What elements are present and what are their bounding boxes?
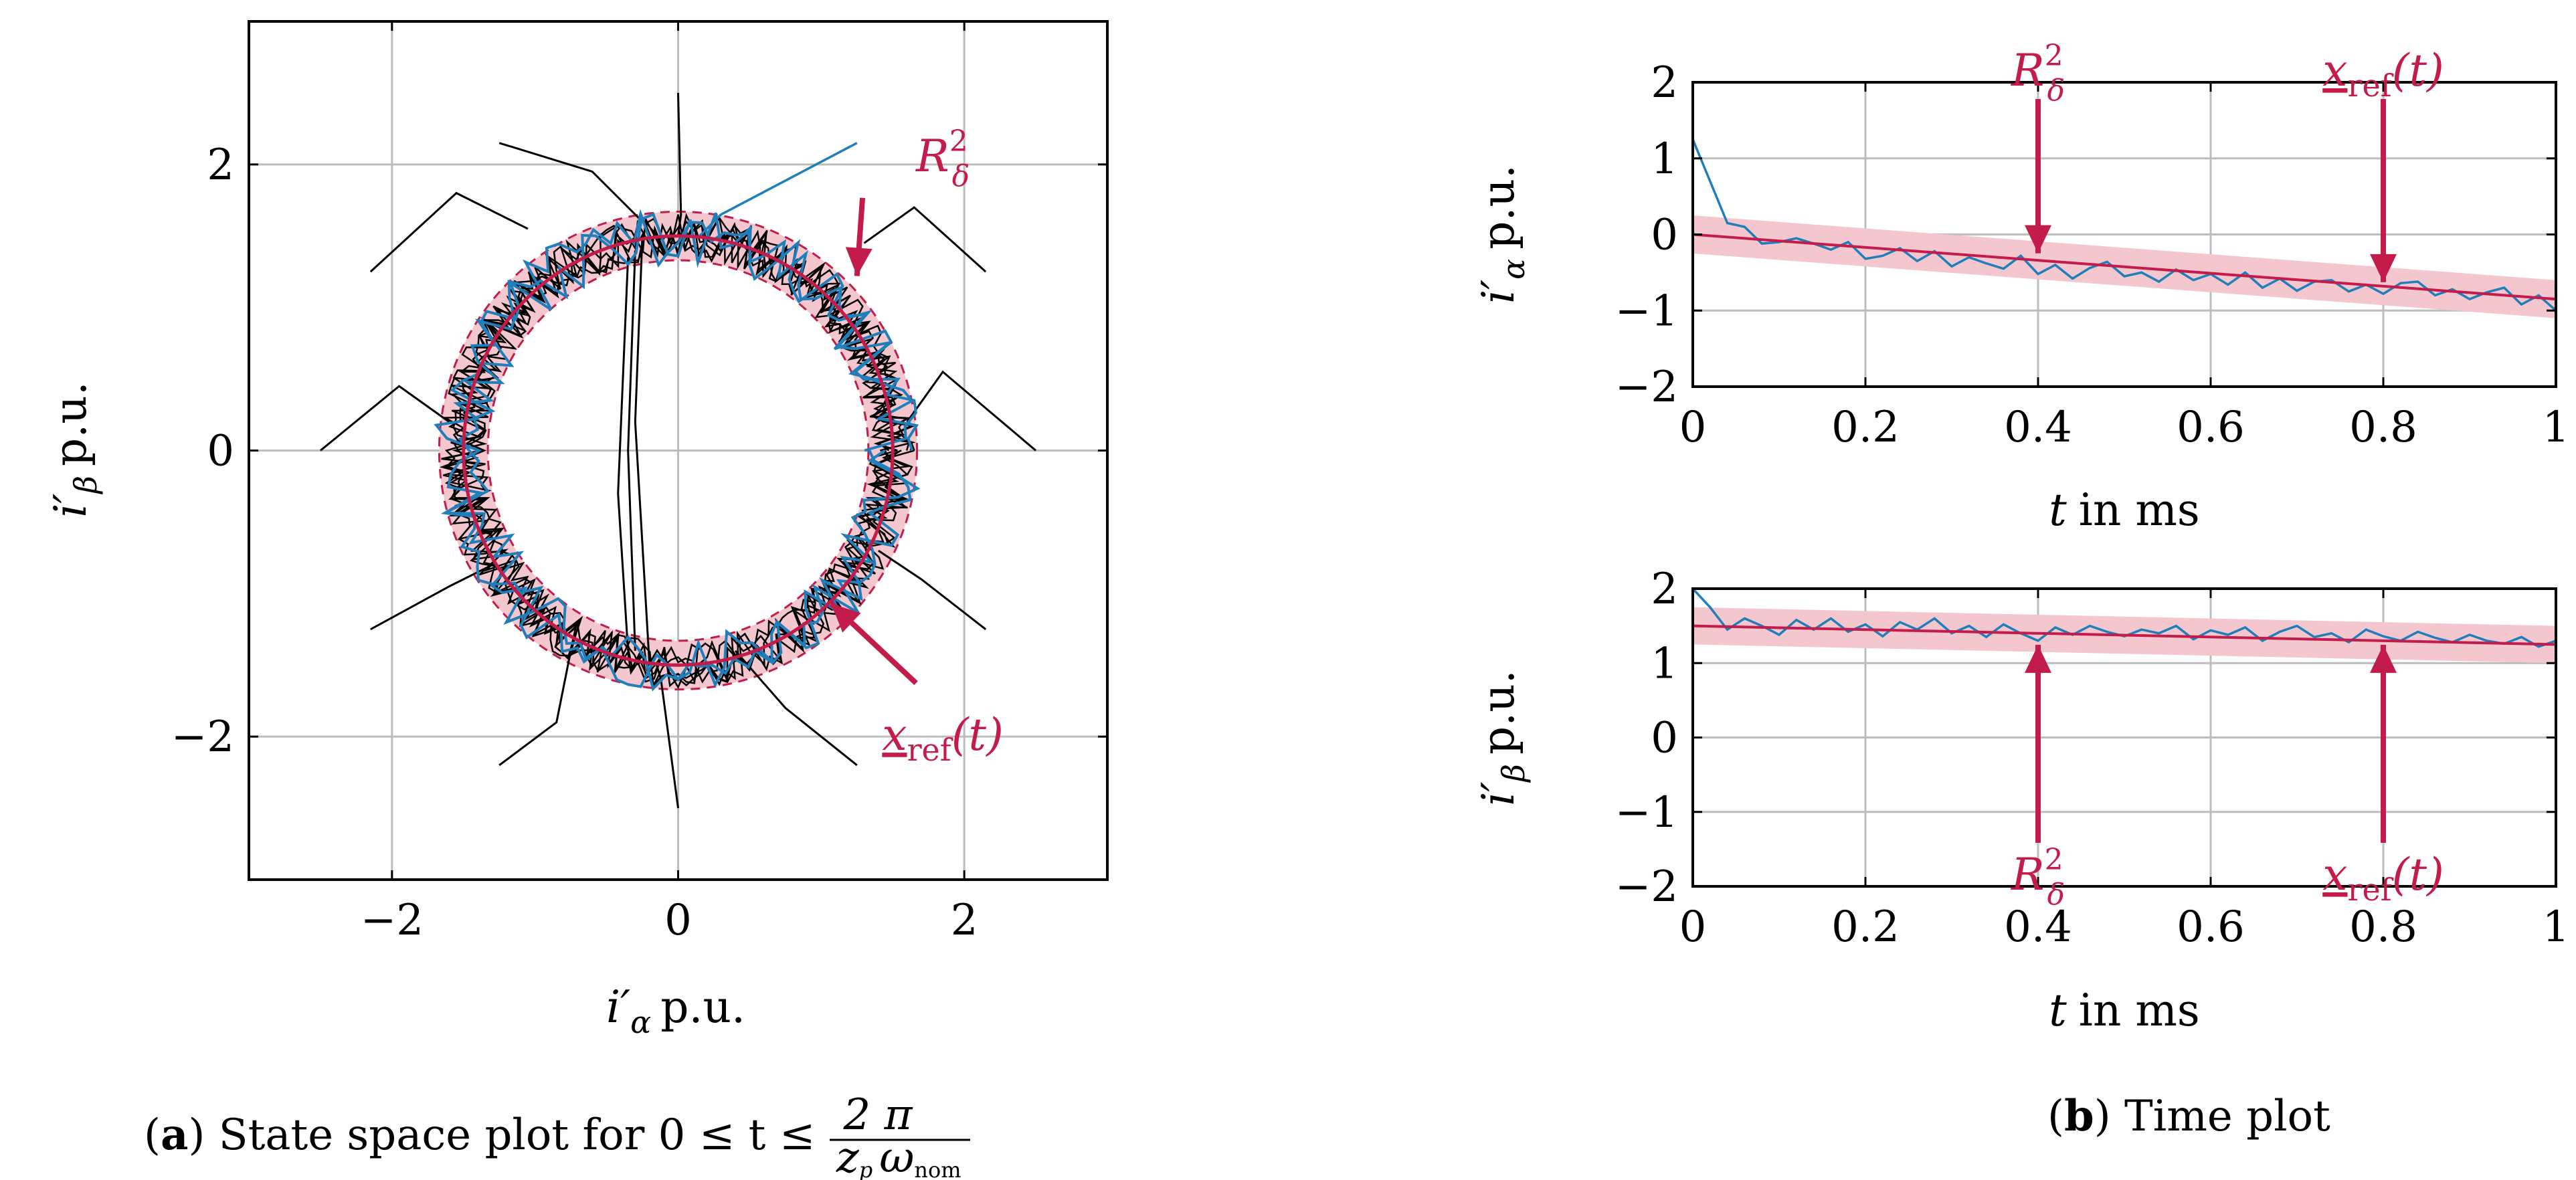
beta-xtick-label: 0.4 [2004, 902, 2072, 952]
ss-annotation-region: R2 δ [915, 124, 970, 193]
alpha-series-line [1693, 138, 2556, 312]
caption-a-frac-num: 2 π [842, 1090, 913, 1140]
beta-ytick-label: 0 [1651, 714, 1678, 763]
beta-annotations: R2 δ xref(t) [2011, 644, 2444, 912]
ss-start-path [906, 370, 1037, 452]
state-space-grid [249, 21, 1107, 880]
alpha-xtick-label: 0.8 [2349, 403, 2417, 452]
alpha-xtick-label: 1 [2543, 403, 2570, 452]
beta-xtick-label: 0.8 [2349, 902, 2417, 952]
alpha-annotations: R2 δ xref(t) [2011, 39, 2444, 282]
state-space-panel: −2 0 2 −2 0 2 R2 δ xref(t) i′α p.u. i′βp.u. [45, 20, 1109, 1040]
ss-xtick-label: 2 [951, 896, 978, 945]
alpha-annotation-reference: xref(t) [2322, 45, 2444, 104]
beta-ytick-label: −2 [1615, 862, 1678, 912]
ss-start-path [734, 650, 858, 767]
alpha-ytick-label: −2 [1615, 363, 1678, 412]
ss-reference-circle [462, 234, 895, 667]
caption-a-frac-den: zp ωnom [836, 1133, 961, 1180]
beta-xtick-label: 1 [2543, 902, 2570, 952]
ss-xtick-label: 0 [664, 896, 692, 945]
ss-start-path [878, 549, 987, 630]
ss-start-path [369, 191, 529, 273]
beta-xtick-label: 0 [1679, 902, 1707, 952]
caption-b: (b) Time plot [2047, 1091, 2330, 1141]
state-space-annotations: R2 δ xref(t) [829, 124, 1004, 768]
svg-text:(a) State space plot for 0 ≤ t: (a) State space plot for 0 ≤ t ≤ [144, 1110, 815, 1160]
beta-reference [1693, 624, 2556, 646]
ss-annotation-reference: xref(t) [882, 709, 1004, 768]
ss-arrow-region-head [845, 247, 872, 276]
alpha-series [1693, 138, 2556, 312]
beta-arrow-1-head [2370, 644, 2397, 673]
ss-band-outer [438, 210, 919, 691]
beta-reference-line [1693, 624, 2556, 646]
beta-xlabel: t in ms [2049, 985, 2200, 1036]
alpha-ytick-label: 1 [1651, 134, 1678, 184]
alpha-reference-line [1693, 233, 2556, 301]
alpha-arrow-0-head [2025, 225, 2051, 254]
ss-noise-path [450, 214, 911, 690]
beta-annotation-region: R2 δ [2011, 843, 2065, 912]
alpha-xlabel: t in ms [2049, 484, 2200, 536]
beta-xtick-label: 0.2 [1831, 902, 1900, 952]
alpha-ytick-label: −1 [1615, 286, 1678, 336]
ss-ytick-label: −2 [171, 712, 234, 762]
ss-arrow-reference-head [831, 603, 861, 633]
ss-start-path [370, 564, 493, 631]
alpha-ylabel: i′αp.u. [1473, 165, 1532, 304]
alpha-xtick-label: 0 [1679, 403, 1707, 452]
alpha-xtick-label: 0.4 [2004, 403, 2072, 452]
alpha-annotation-region: R2 δ [2011, 39, 2065, 108]
ss-trajectory-line [444, 209, 917, 688]
ss-trajectory-start [699, 142, 858, 237]
alpha-xtick-label: 0.2 [1831, 403, 1900, 452]
beta-ticks: 0 0.2 0.4 0.6 0.8 1 −2 −1 0 1 2 [1615, 565, 2570, 952]
alpha-xtick-label: 0.6 [2177, 403, 2245, 452]
state-space-ticks: −2 0 2 −2 0 2 [171, 21, 1107, 945]
ss-ylabel: i′βp.u. [45, 381, 104, 517]
beta-ytick-label: 2 [1651, 565, 1678, 614]
alpha-ytick-label: 2 [1651, 58, 1678, 108]
alpha-reference [1693, 233, 2556, 301]
ss-ytick-label: 2 [207, 140, 234, 190]
ss-start-path [319, 385, 450, 452]
ss-reference [462, 234, 895, 667]
caption-a: (a) State space plot for 0 ≤ t ≤ 2 π zp ω… [144, 1090, 970, 1180]
ss-start-path [863, 206, 987, 273]
ss-start-path [498, 650, 572, 767]
ss-xlabel: i′α p.u. [606, 981, 745, 1040]
ss-start-path [498, 142, 644, 223]
ss-trajectory [434, 142, 921, 692]
alpha-arrow-1-head [2370, 254, 2397, 282]
ss-ytick-label: 0 [207, 427, 234, 476]
ss-start-path [627, 250, 636, 651]
beta-ylabel: i′βp.u. [1473, 670, 1532, 805]
alpha-ytick-label: 0 [1651, 211, 1678, 260]
alpha-ticks: 0 0.2 0.4 0.6 0.8 1 −2 −1 0 1 2 [1615, 58, 2570, 452]
beta-annotation-reference: xref(t) [2322, 849, 2444, 908]
ss-xtick-label: −2 [361, 896, 424, 945]
beta-ytick-label: −1 [1615, 788, 1678, 838]
beta-ytick-label: 1 [1651, 639, 1678, 688]
beta-arrow-0-head [2025, 644, 2051, 673]
beta-xtick-label: 0.6 [2177, 902, 2245, 952]
ss-start-path [617, 257, 630, 651]
ss-start-path [634, 235, 651, 666]
